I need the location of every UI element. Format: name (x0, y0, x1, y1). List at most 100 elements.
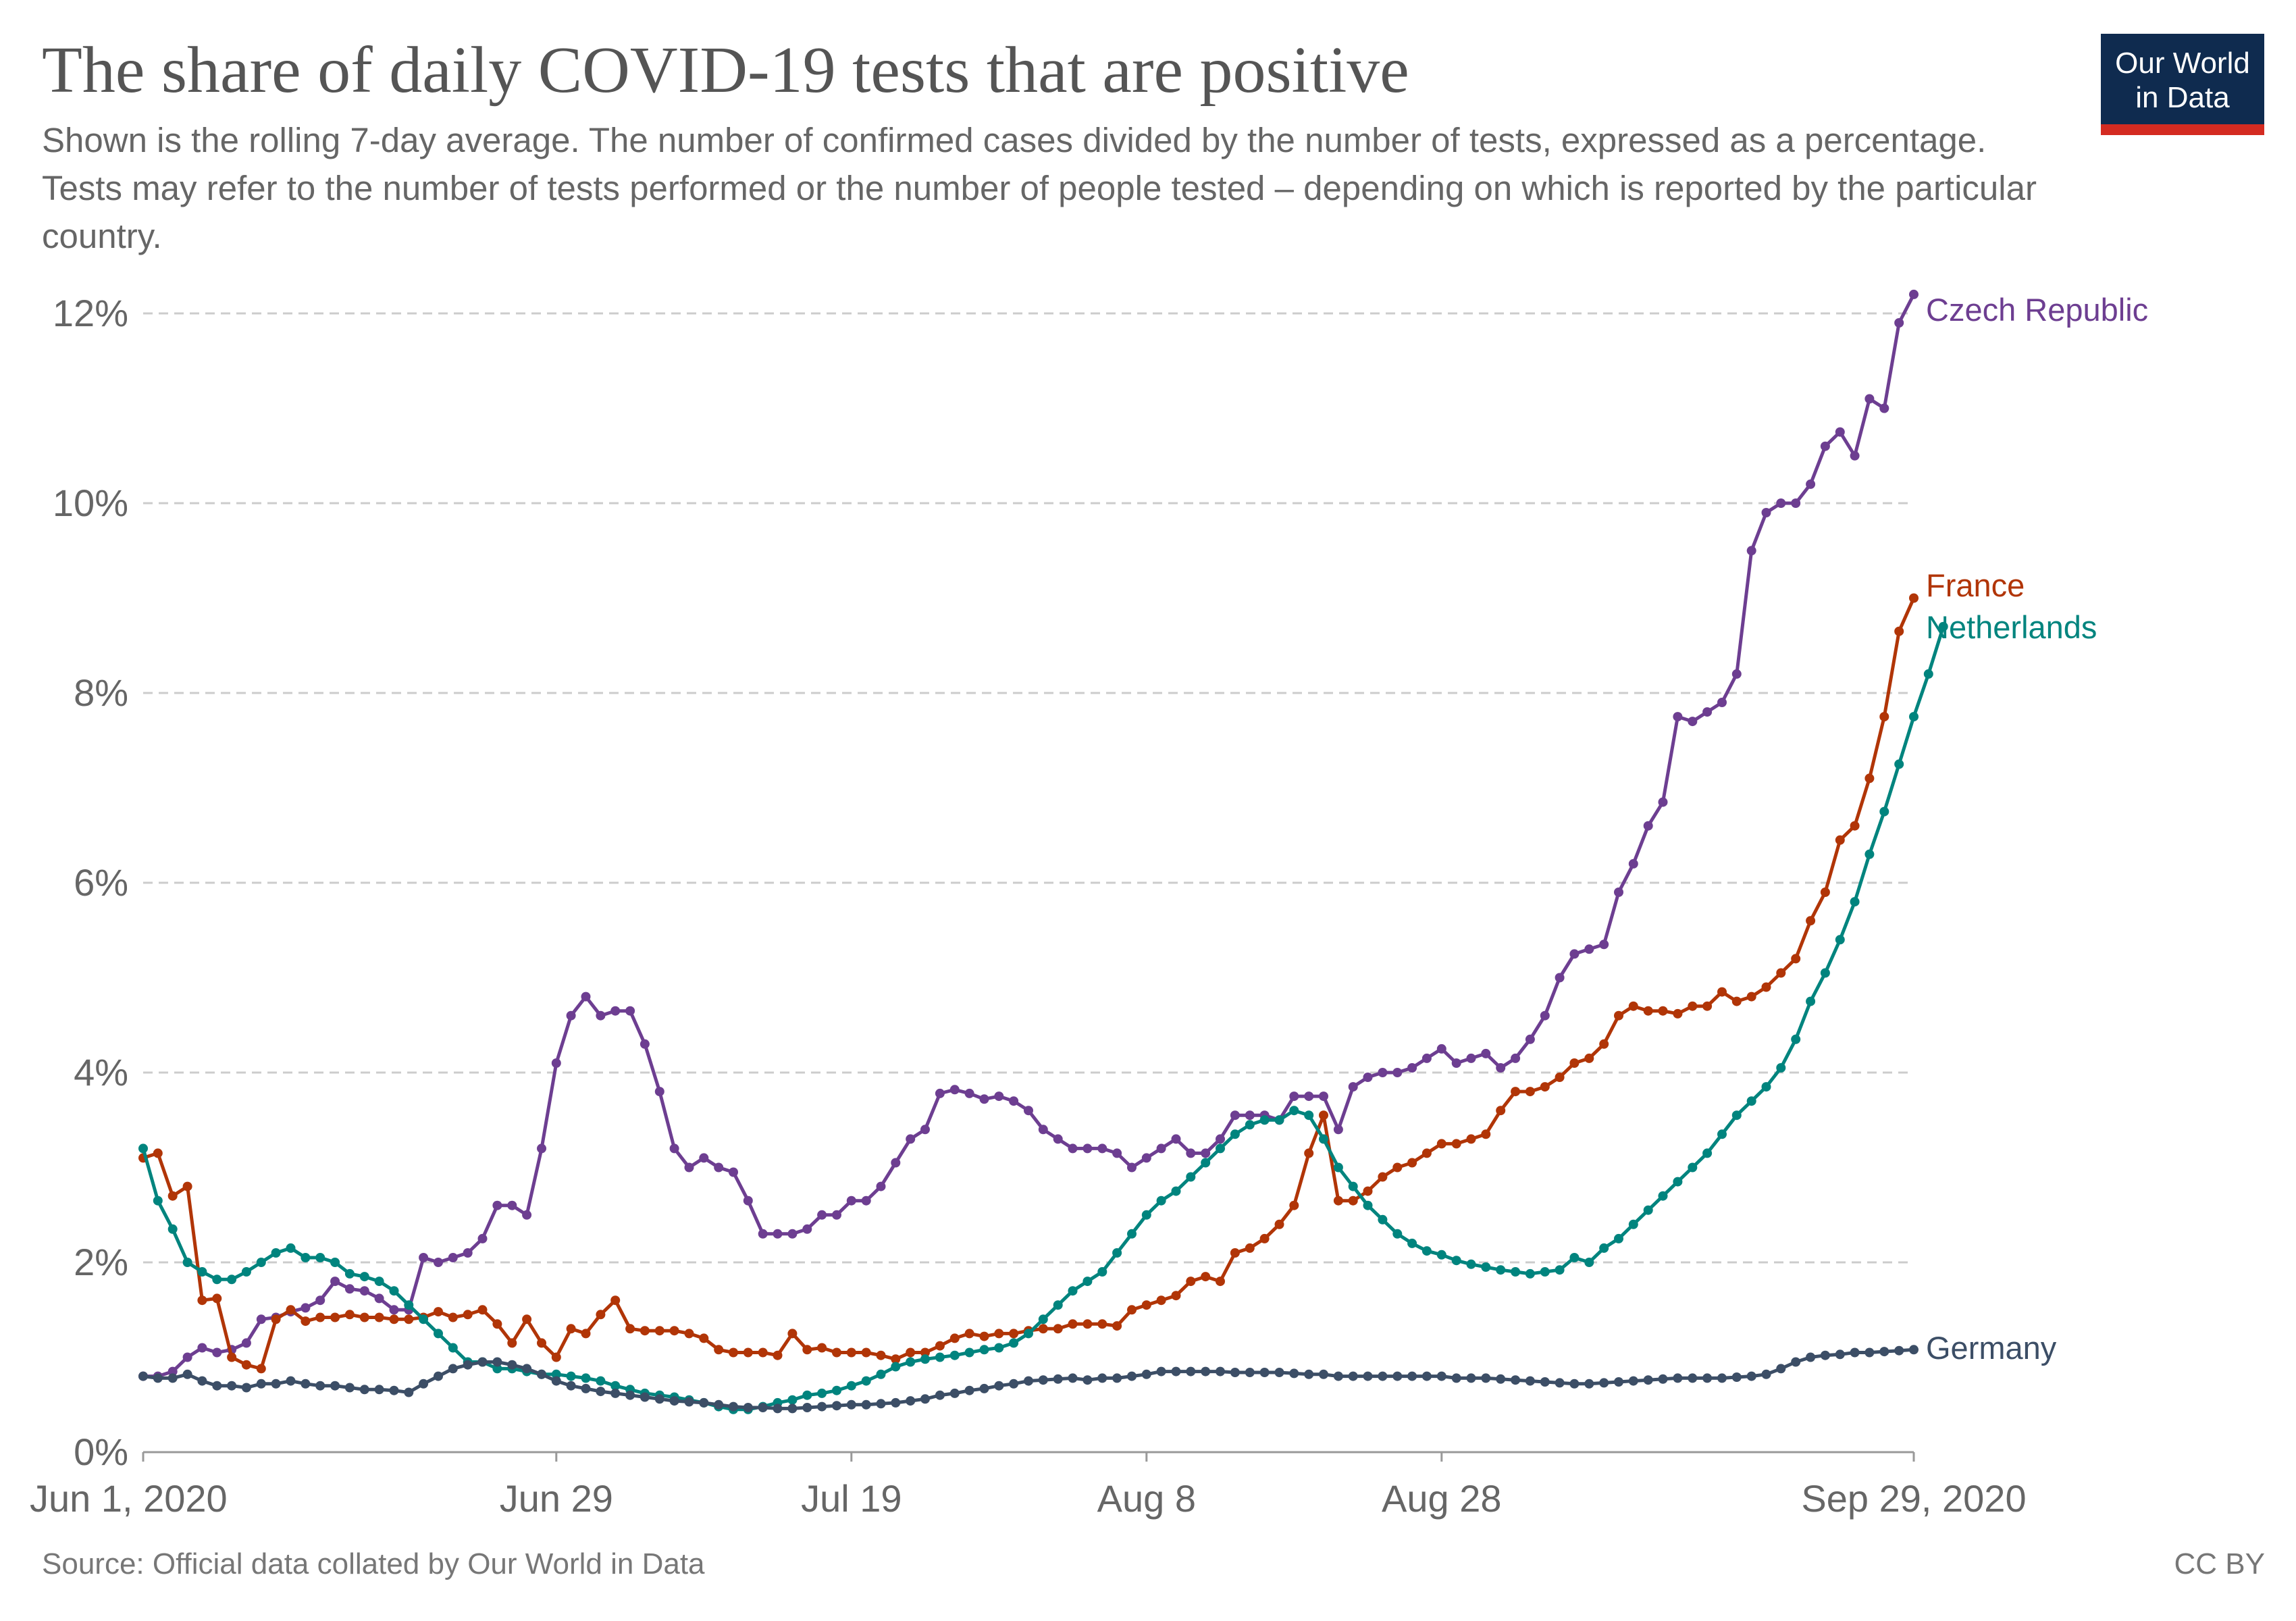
owid-logo[interactable]: Our World in Data (2101, 34, 2264, 135)
line-chart: 0% 2% 4% 6% 8% 10% 12% Jun 1, 2020 Jun 29 Jul 19… (30, 289, 2148, 1520)
data-point (1274, 1115, 1284, 1125)
data-point (802, 1390, 812, 1400)
data-point (773, 1229, 783, 1239)
data-point (1421, 1371, 1432, 1381)
data-point (241, 1338, 251, 1348)
data-point (167, 1366, 178, 1376)
data-point (699, 1333, 709, 1343)
data-point (994, 1381, 1004, 1391)
data-point (1053, 1324, 1063, 1334)
license-link[interactable]: CC BY (2174, 1547, 2265, 1580)
data-point (817, 1388, 827, 1398)
data-point (477, 1233, 488, 1243)
data-point (891, 1354, 901, 1364)
data-point (1392, 1162, 1403, 1173)
data-point (758, 1347, 768, 1358)
data-point (374, 1385, 384, 1395)
data-point (1068, 1286, 1078, 1296)
data-point (1319, 1369, 1328, 1379)
data-point (1688, 1373, 1698, 1383)
data-point (256, 1364, 266, 1374)
data-point (138, 1371, 148, 1381)
data-point (1761, 1369, 1771, 1379)
x-tick-label: Aug 8 (1097, 1477, 1196, 1520)
data-point (1421, 1246, 1432, 1256)
data-point (1333, 1371, 1343, 1381)
data-point (1643, 1375, 1653, 1385)
data-point (1614, 1010, 1623, 1021)
data-point (581, 1329, 591, 1339)
data-point (1614, 1233, 1623, 1243)
data-point (1702, 1373, 1713, 1383)
data-point (581, 1373, 591, 1383)
data-point (1082, 1143, 1093, 1154)
data-point (861, 1399, 871, 1410)
data-point (1864, 1347, 1875, 1358)
data-point (1186, 1277, 1196, 1287)
data-point (1245, 1243, 1255, 1253)
data-point (1555, 1378, 1565, 1388)
data-point (979, 1331, 989, 1341)
data-point (389, 1385, 399, 1395)
data-point (507, 1338, 517, 1348)
data-point (1525, 1376, 1535, 1386)
data-point (1525, 1034, 1535, 1044)
data-point (286, 1243, 296, 1253)
data-point (566, 1010, 576, 1021)
data-point (935, 1352, 945, 1362)
data-point (1673, 1373, 1683, 1383)
data-point (1614, 1377, 1623, 1387)
data-point (669, 1396, 679, 1406)
data-point (1806, 916, 1816, 926)
data-point (1599, 1243, 1609, 1253)
chart-subtitle: Shown is the rolling 7-day average. The … (42, 121, 2037, 255)
data-point (1658, 1191, 1668, 1201)
data-point (138, 1143, 148, 1154)
data-point (434, 1371, 443, 1381)
data-point (610, 1295, 621, 1306)
data-point (1348, 1195, 1358, 1206)
data-point (1658, 1374, 1668, 1384)
data-point (596, 1010, 606, 1021)
series-end-labels: Czech Republic France Netherlands Germany (1926, 292, 2148, 1366)
data-point (1156, 1366, 1166, 1376)
data-point (640, 1326, 650, 1336)
series-end-label: Netherlands (1926, 609, 2097, 645)
data-point (1540, 1377, 1550, 1387)
data-point (1496, 1265, 1506, 1275)
data-point (699, 1397, 709, 1408)
data-point (1864, 394, 1875, 404)
data-point (1304, 1369, 1314, 1379)
data-point (1599, 1378, 1609, 1388)
data-point (1038, 1314, 1048, 1324)
data-point (1289, 1368, 1299, 1379)
data-point (1009, 1338, 1019, 1348)
data-point (463, 1360, 473, 1370)
data-point (1850, 897, 1860, 907)
data-point (551, 1058, 561, 1068)
data-point (182, 1352, 192, 1362)
data-point (891, 1397, 901, 1408)
data-point (846, 1347, 856, 1358)
series-end-label: Germany (1926, 1330, 2057, 1366)
data-point (1127, 1162, 1137, 1173)
data-point (1923, 669, 1933, 679)
data-point (1466, 1259, 1476, 1269)
data-point (1820, 887, 1830, 897)
data-point (1407, 1063, 1417, 1073)
data-point (301, 1253, 311, 1262)
data-point (1363, 1186, 1373, 1196)
source-note[interactable]: Source: Official data collated by Our Wo… (42, 1547, 705, 1580)
data-point (935, 1341, 945, 1351)
data-point (1525, 1087, 1535, 1097)
data-point (1171, 1134, 1181, 1144)
data-point (374, 1312, 384, 1322)
data-point (1097, 1373, 1107, 1383)
data-point (1112, 1373, 1122, 1383)
data-point (1643, 1006, 1653, 1016)
data-point (581, 992, 591, 1002)
data-point (817, 1343, 827, 1353)
data-point (1378, 1172, 1388, 1182)
data-point (1097, 1319, 1107, 1329)
data-point (1909, 712, 1919, 722)
